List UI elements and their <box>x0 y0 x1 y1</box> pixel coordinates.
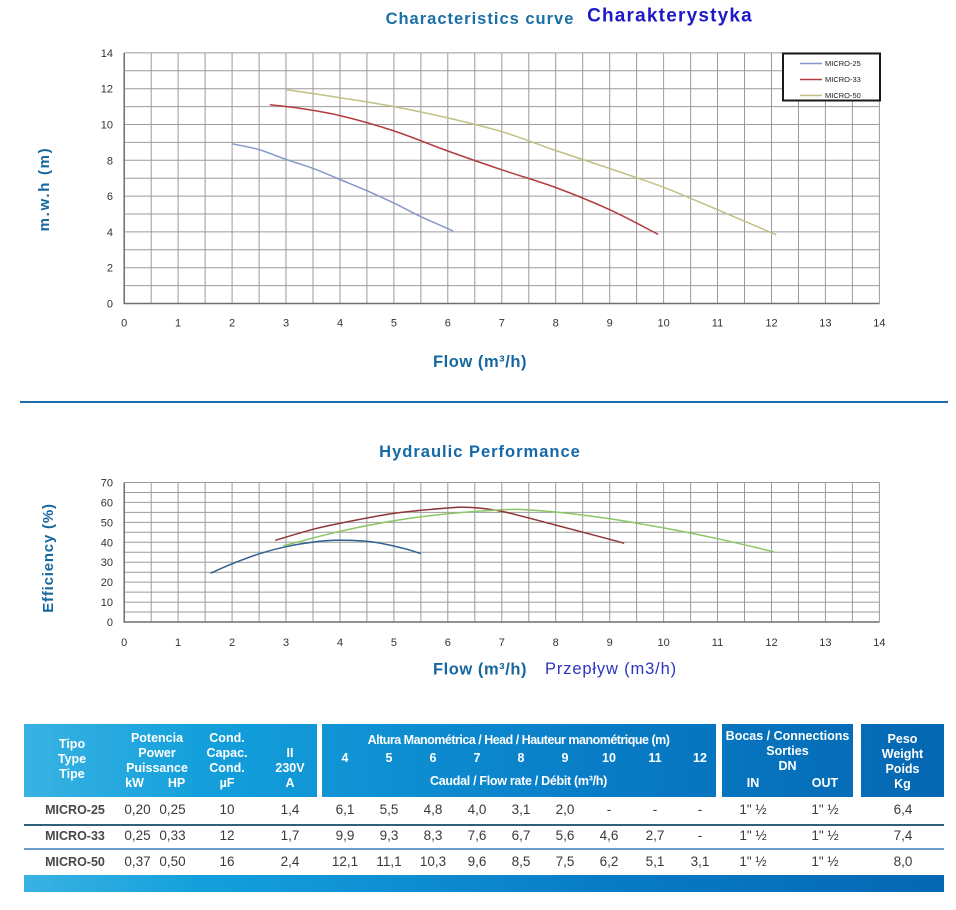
svg-text:60: 60 <box>101 497 113 509</box>
svg-text:70: 70 <box>101 478 113 490</box>
svg-text:6: 6 <box>445 637 451 649</box>
svg-text:11: 11 <box>712 637 723 649</box>
svg-text:Charakterystyka: Charakterystyka <box>587 6 753 27</box>
svg-text:10: 10 <box>657 318 669 330</box>
svg-text:3: 3 <box>283 318 289 330</box>
svg-text:Hydraulic Performance: Hydraulic Performance <box>379 443 581 461</box>
svg-text:10: 10 <box>657 637 669 649</box>
svg-text:7: 7 <box>499 318 505 330</box>
svg-text:13: 13 <box>819 318 831 330</box>
svg-text:8: 8 <box>553 318 559 330</box>
svg-text:6: 6 <box>107 191 113 203</box>
svg-text:13: 13 <box>819 637 831 649</box>
svg-text:2: 2 <box>107 263 113 275</box>
svg-text:11: 11 <box>712 318 723 330</box>
svg-text:m.w.h (m): m.w.h (m) <box>36 147 53 232</box>
svg-text:12: 12 <box>101 84 113 96</box>
svg-text:4: 4 <box>107 227 113 239</box>
svg-text:9: 9 <box>607 637 613 649</box>
svg-text:7: 7 <box>499 637 505 649</box>
svg-text:12: 12 <box>765 637 777 649</box>
svg-text:Przepływ (m3/h): Przepływ (m3/h) <box>545 660 677 678</box>
svg-text:MICRO-33: MICRO-33 <box>825 75 861 84</box>
svg-text:5: 5 <box>391 318 397 330</box>
svg-text:20: 20 <box>101 577 113 589</box>
svg-text:Characteristics curve: Characteristics curve <box>386 10 575 28</box>
svg-text:9: 9 <box>607 318 613 330</box>
svg-text:10: 10 <box>101 597 113 609</box>
svg-text:14: 14 <box>873 637 885 649</box>
svg-text:8: 8 <box>553 637 559 649</box>
svg-text:MICRO-25: MICRO-25 <box>825 59 861 68</box>
svg-text:Efficiency (%): Efficiency (%) <box>40 503 57 613</box>
svg-text:10: 10 <box>101 120 113 132</box>
svg-text:4: 4 <box>337 637 343 649</box>
svg-text:Flow (m³/h): Flow (m³/h) <box>433 661 527 679</box>
svg-text:1: 1 <box>175 318 181 330</box>
svg-text:14: 14 <box>873 318 885 330</box>
svg-text:6: 6 <box>445 318 451 330</box>
svg-text:Flow (m³/h): Flow (m³/h) <box>433 353 527 371</box>
svg-text:14: 14 <box>101 48 113 60</box>
svg-text:0: 0 <box>121 637 127 649</box>
svg-text:5: 5 <box>391 637 397 649</box>
svg-text:12: 12 <box>765 318 777 330</box>
svg-text:3: 3 <box>283 637 289 649</box>
svg-text:0: 0 <box>107 617 113 629</box>
svg-text:4: 4 <box>337 318 343 330</box>
svg-text:2: 2 <box>229 637 235 649</box>
svg-text:MICRO-50: MICRO-50 <box>825 91 861 100</box>
svg-text:40: 40 <box>101 537 113 549</box>
svg-text:2: 2 <box>229 318 235 330</box>
svg-text:50: 50 <box>101 517 113 529</box>
svg-text:1: 1 <box>175 637 181 649</box>
svg-text:8: 8 <box>107 155 113 167</box>
svg-text:30: 30 <box>101 557 113 569</box>
svg-text:0: 0 <box>121 318 127 330</box>
svg-text:0: 0 <box>107 299 113 311</box>
